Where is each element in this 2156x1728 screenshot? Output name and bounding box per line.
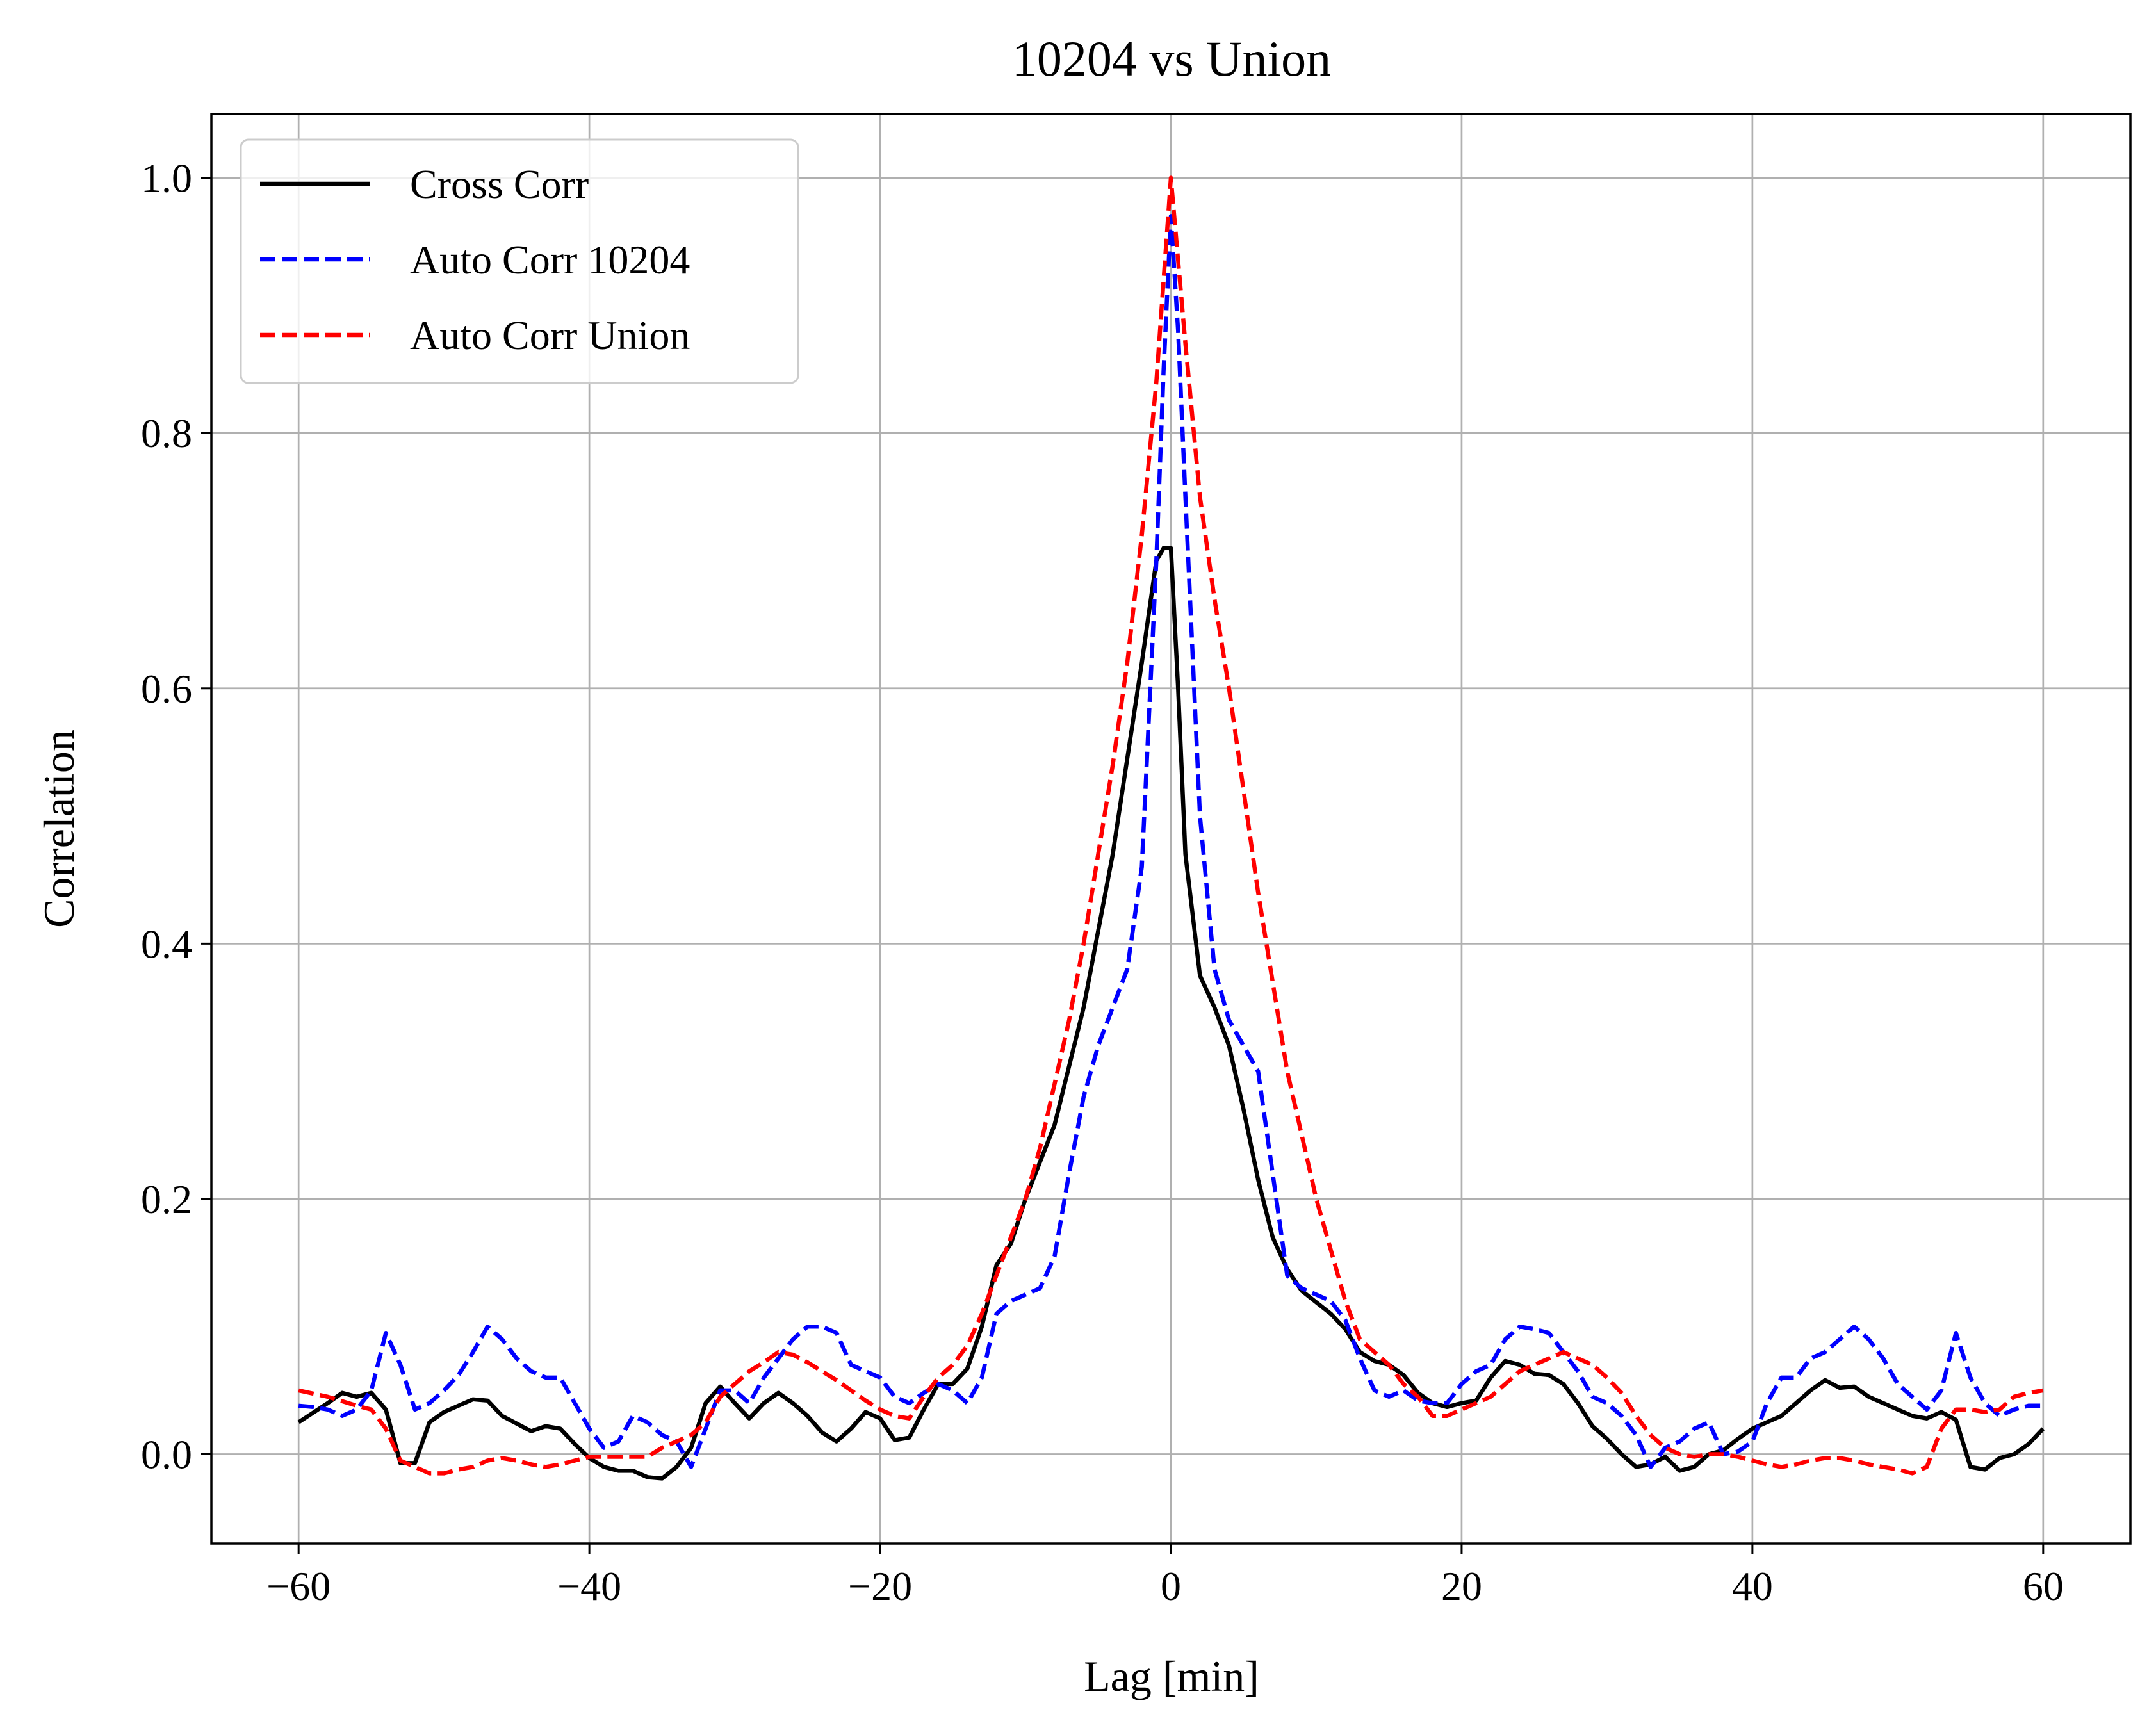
y-tick-label: 0.6	[141, 666, 192, 712]
axis-ticks: −60 −40 −20 0 20 40 60 0.0 0.2 0.4 0.6 0.8 1.0	[141, 156, 2064, 1609]
auto-corr-union-line	[298, 175, 2044, 1476]
y-tick-label: 0.0	[141, 1432, 192, 1478]
x-tick-label: 60	[2023, 1563, 2064, 1609]
legend: Cross Corr Auto Corr 10204 Auto Corr Union	[240, 138, 799, 384]
legend-box	[240, 138, 799, 384]
cross-corr-line	[297, 546, 2045, 1481]
y-tick-label: 0.4	[141, 921, 192, 966]
y-tick-label: 0.8	[141, 411, 192, 456]
y-tick-label: 0.2	[141, 1177, 192, 1222]
x-axis-label: Lag [min]	[1084, 1652, 1259, 1700]
series-lines	[297, 175, 2045, 1481]
x-tick-label: −20	[848, 1563, 912, 1609]
x-tick-label: 0	[1161, 1563, 1181, 1609]
y-tick-label: 1.0	[141, 156, 192, 201]
x-tick-label: −40	[557, 1563, 621, 1609]
x-tick-label: 20	[1441, 1563, 1482, 1609]
legend-entry-cross-corr: Cross Corr	[410, 161, 589, 207]
y-axis-label: Correlation	[35, 730, 83, 928]
x-tick-label: −60	[266, 1563, 331, 1609]
chart-title: 10204 vs Union	[1012, 31, 1331, 86]
x-tick-label: 40	[1732, 1563, 1773, 1609]
legend-entry-auto-corr-union: Auto Corr Union	[410, 313, 690, 358]
grid	[211, 114, 2130, 1544]
auto-corr-10204-line	[298, 214, 2043, 1469]
legend-entry-auto-corr-10204: Auto Corr 10204	[410, 237, 690, 282]
